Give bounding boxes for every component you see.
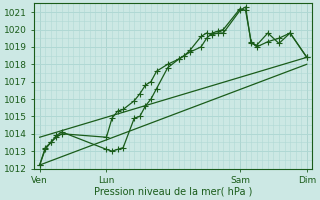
X-axis label: Pression niveau de la mer( hPa ): Pression niveau de la mer( hPa ) [94,187,252,197]
